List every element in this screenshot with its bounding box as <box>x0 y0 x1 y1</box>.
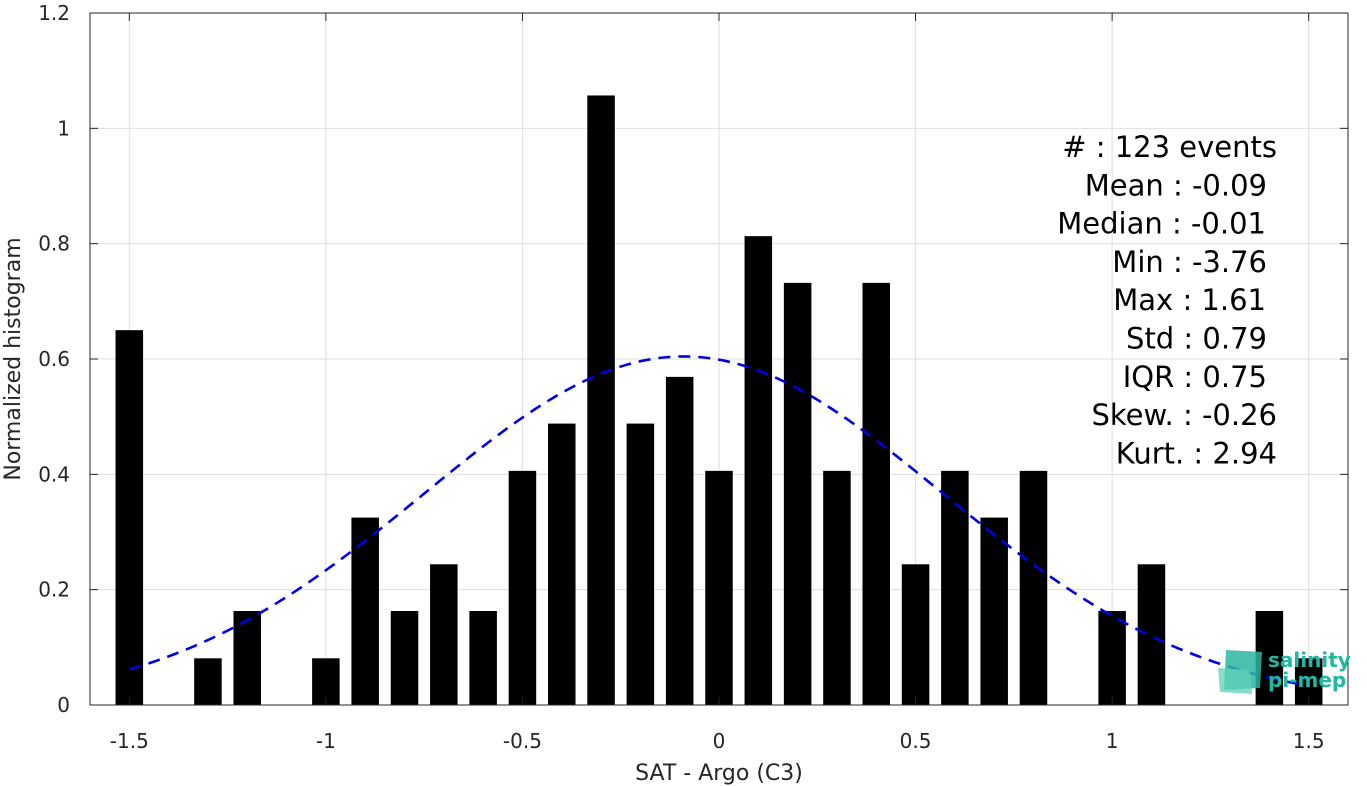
stats-line: Skew. : -0.26 <box>1091 398 1277 432</box>
stats-line: # : 123 events <box>1062 130 1277 164</box>
histogram-bar <box>390 611 419 705</box>
y-tick-label: 1 <box>57 116 70 140</box>
histogram-bar <box>862 282 891 705</box>
x-tick-label: 0 <box>713 729 726 753</box>
stats-line: Kurt. : 2.94 <box>1116 436 1277 470</box>
histogram-bar <box>1137 564 1166 705</box>
histogram-bar <box>587 95 615 706</box>
stats-line: IQR : 0.75 <box>1123 360 1267 394</box>
x-tick-label: 1 <box>1106 729 1119 753</box>
normal-fit-curve <box>128 355 1309 688</box>
stats-line: Median : -0.01 <box>1057 207 1266 241</box>
histogram-bar <box>705 470 733 705</box>
histogram-bar <box>351 517 379 705</box>
x-tick-label: 1.5 <box>1293 729 1325 753</box>
stats-line: Max : 1.61 <box>1113 283 1266 317</box>
histogram-bar <box>744 236 773 706</box>
logo-text-line2: pi-mep <box>1268 668 1346 692</box>
x-tick-label: -1 <box>316 729 336 753</box>
histogram-bar <box>941 470 969 705</box>
histogram-bar <box>901 564 930 705</box>
logo-text-line1: salinity <box>1268 648 1351 672</box>
histogram-bar <box>430 564 458 705</box>
histogram-bar <box>469 611 497 705</box>
histogram-bar <box>980 517 1008 705</box>
histogram-bar <box>783 282 812 705</box>
histogram-bar <box>194 658 222 705</box>
histogram-bar <box>508 470 537 705</box>
histogram-bar <box>547 423 576 705</box>
y-tick-label: 0 <box>57 693 70 717</box>
histogram-bar <box>823 470 851 705</box>
x-tick-label: -0.5 <box>503 729 542 753</box>
y-tick-label: 1.2 <box>38 1 70 25</box>
y-tick-label: 0.2 <box>38 578 70 602</box>
histogram-bar <box>1098 611 1126 705</box>
y-tick-label: 0.4 <box>38 462 70 486</box>
histogram-bar <box>1019 470 1048 705</box>
histogram-bars <box>115 95 1323 706</box>
histogram-bar <box>665 376 694 705</box>
x-axis-label: SAT - Argo (C3) <box>635 761 803 786</box>
stats-line: Min : -3.76 <box>1112 245 1267 279</box>
x-axis-ticks: -1.5 -1 -0.5 0 0.5 1 1.5 <box>110 13 1325 753</box>
histogram-bar <box>233 611 262 705</box>
histogram-bar <box>115 330 144 705</box>
salinity-pimep-logo: salinity pi-mep <box>1218 648 1351 694</box>
y-tick-label: 0.8 <box>38 232 70 256</box>
histogram-bar <box>626 423 655 705</box>
stats-line: Std : 0.79 <box>1126 322 1267 356</box>
stats-line: Mean : -0.09 <box>1085 168 1267 202</box>
x-tick-label: -1.5 <box>110 729 149 753</box>
y-axis-label: Normalized histogram <box>1 237 26 480</box>
y-tick-label: 0.6 <box>38 347 70 371</box>
x-tick-label: 0.5 <box>900 729 932 753</box>
stats-box: # : 123 events Mean : -0.09 Median : -0.01… <box>1057 130 1277 470</box>
y-axis-ticks: 0 0.2 0.4 0.6 0.8 1 1.2 <box>38 1 1348 717</box>
